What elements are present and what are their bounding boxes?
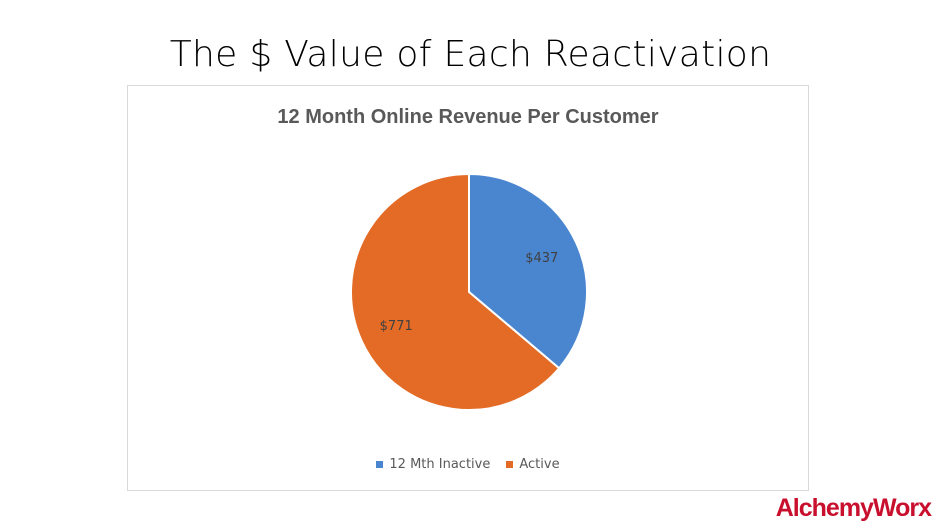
pie-chart: $437 $771 [350,172,588,411]
legend-swatch-inactive [376,461,384,468]
pie-slice-active [350,172,561,411]
chart-legend: 12 Mth Inactive Active [128,457,808,472]
legend-label-inactive: 12 Mth Inactive [389,457,491,472]
chart-title: 12 Month Online Revenue Per Customer [277,106,659,128]
legend-label-active: Active [519,457,560,472]
legend-swatch-active [506,461,514,468]
data-label-inactive: $437 [525,251,558,266]
pie-slice-inactive [468,172,588,370]
chart-area: 12 Month Online Revenue Per Customer $43… [127,85,809,491]
alchemyworx-logo: AlchemyWorx [775,494,932,522]
legend-item-active: Active [506,457,560,472]
data-label-active: $771 [380,319,413,334]
legend-item-inactive: 12 Mth Inactive [376,457,490,472]
slide-title: The $ Value of Each Reactivation [169,34,772,75]
